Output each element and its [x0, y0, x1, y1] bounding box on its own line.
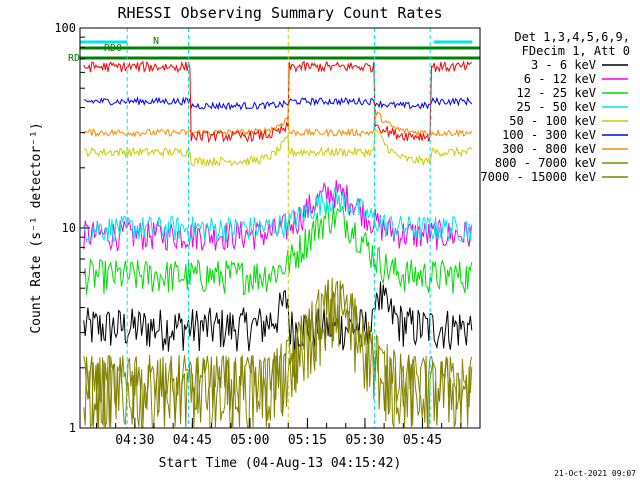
legend-label: 25 - 50 keV	[517, 100, 596, 114]
flag-label: RD	[68, 53, 80, 64]
y-tick-label: 1	[69, 421, 76, 435]
y-axis-label: Count Rate (s⁻¹ detector⁻¹)	[29, 122, 44, 333]
series-line	[83, 280, 473, 428]
x-tick-label: 05:30	[345, 433, 384, 448]
series-line	[83, 281, 473, 352]
series-line	[83, 204, 473, 296]
x-tick-label: 05:00	[230, 433, 269, 448]
legend-label: 12 - 25 keV	[517, 86, 596, 100]
chart-title: RHESSI Observing Summary Count Rates	[117, 4, 442, 22]
legend-label: 6 - 12 keV	[524, 72, 596, 86]
flag-label: RD0	[104, 43, 122, 54]
x-tick-label: 04:45	[173, 433, 212, 448]
legend-label: 50 - 100 keV	[509, 114, 596, 128]
series-line	[83, 109, 473, 138]
legend-header-1: Det 1,3,4,5,6,9,	[514, 30, 630, 44]
series-line	[83, 187, 473, 244]
footer-date: 21-Oct-2021 09:07	[554, 469, 636, 478]
legend-label: 7000 - 15000 keV	[480, 170, 596, 184]
flag-label: N	[153, 36, 159, 47]
legend-label: 800 - 7000 keV	[495, 156, 596, 170]
legend-label: 300 - 800 keV	[502, 142, 596, 156]
series-line	[83, 127, 473, 167]
y-tick-label: 10	[62, 221, 76, 235]
legend-label: 3 - 6 keV	[531, 58, 596, 72]
legend-label: 100 - 300 keV	[502, 128, 596, 142]
y-tick-label: 100	[54, 21, 76, 35]
series-line	[83, 96, 473, 111]
x-tick-label: 05:45	[403, 433, 442, 448]
x-axis-label: Start Time (04-Aug-13 04:15:42)	[159, 456, 402, 471]
legend-header-2: FDecim 1, Att 0	[522, 44, 630, 58]
x-tick-label: 04:30	[115, 433, 154, 448]
series-line	[83, 59, 472, 143]
x-tick-label: 05:15	[288, 433, 327, 448]
